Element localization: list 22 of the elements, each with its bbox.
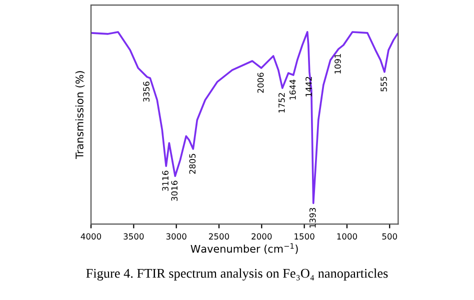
annotation: 3116 <box>162 170 169 191</box>
annotation: 1091 <box>334 54 341 74</box>
caption: Figure 4. FTIR spectrum analysis on Fe₃O₄ nanoparticles <box>86 268 388 280</box>
x-tick-label: 1000 <box>337 233 358 240</box>
x-axis-title: Wavenumber (cm$^{−1}$) <box>190 243 298 254</box>
x-tick-label: 2000 <box>252 233 272 240</box>
annotation: 555 <box>380 76 387 92</box>
annotation: 3016 <box>171 180 178 201</box>
annotation: 3356 <box>143 82 150 102</box>
x-tick-label: 4000 <box>80 233 102 240</box>
annotation: 2805 <box>189 154 196 174</box>
x-tick-label: 1500 <box>294 233 314 240</box>
x-tick-label: 3000 <box>166 233 186 240</box>
annotation: 1644 <box>290 80 296 100</box>
y-axis-title: Transmission (%) <box>75 71 85 159</box>
x-tick-label: 3500 <box>124 233 144 240</box>
annotation: 1442 <box>306 76 312 96</box>
x-tick-label: 500 <box>382 233 398 240</box>
annotation: 2006 <box>257 72 264 93</box>
annotation: 1393 <box>309 208 316 228</box>
x-tick-label: 2500 <box>208 233 230 240</box>
annotation: 1752 <box>278 93 285 113</box>
